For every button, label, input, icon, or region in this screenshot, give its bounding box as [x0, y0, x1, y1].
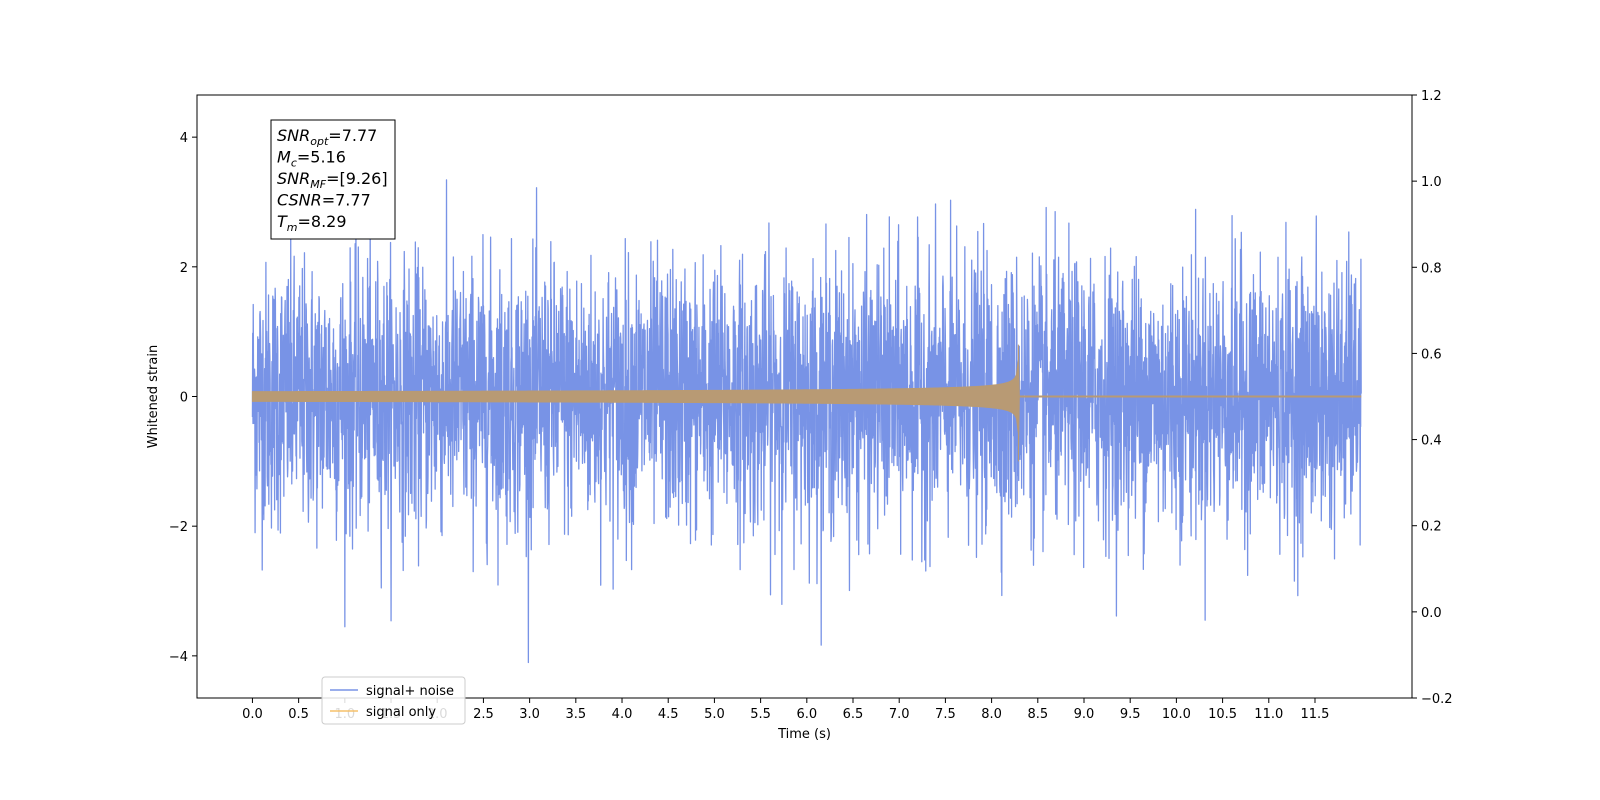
legend-frame — [321, 676, 466, 725]
x-tick-label: 8.5 — [1027, 707, 1048, 722]
y-axis-label: Whitened strain — [146, 345, 161, 448]
y2-tick-label: 0.6 — [1421, 347, 1442, 362]
y-tick-label: −2 — [169, 520, 188, 535]
signal-series — [251, 344, 1362, 462]
y2-tick-label: 0.0 — [1421, 606, 1442, 621]
annotation-line: SNRMF=[9.26] — [277, 169, 388, 191]
signal-envelope — [251, 344, 1020, 462]
x-tick-label: 6.5 — [843, 707, 864, 722]
x-tick-label: 4.0 — [612, 707, 633, 722]
y-axis: 4 2 0 −2 −4 — [169, 131, 197, 665]
annotation-line: Tm=8.29 — [277, 212, 347, 234]
noise-line — [251, 179, 1362, 664]
y2-tick-label: 1.2 — [1421, 89, 1442, 104]
legend-label: signal+ noise — [366, 684, 454, 699]
x-tick-label: 4.5 — [658, 707, 679, 722]
x-tick-label: 5.0 — [704, 707, 725, 722]
x-tick-label: 0.5 — [288, 707, 309, 722]
legend-label: signal only — [366, 705, 436, 720]
x-tick-label: 3.5 — [565, 707, 586, 722]
y-tick-label: 0 — [180, 391, 188, 406]
legend: signal+ noise signal only — [321, 676, 466, 725]
annotation-line: SNRopt=7.77 — [277, 126, 377, 148]
x-tick-label: 11.0 — [1254, 707, 1283, 722]
x-tick-label: 6.0 — [796, 707, 817, 722]
y2-tick-label: −0.2 — [1421, 692, 1453, 707]
y2-tick-label: 0.8 — [1421, 261, 1442, 276]
x-tick-label: 5.5 — [750, 707, 771, 722]
annotation-line: CSNR=7.77 — [277, 191, 371, 210]
x-tick-label: 7.0 — [889, 707, 910, 722]
x-tick-label: 3.0 — [519, 707, 540, 722]
annotation-line: Mc=5.16 — [277, 148, 346, 170]
x-tick-label: 2.5 — [473, 707, 494, 722]
noise-series — [251, 179, 1362, 664]
y2-axis: 1.2 1.0 0.8 0.6 0.4 0.2 0.0 −0.2 — [1412, 89, 1453, 707]
x-tick-label: 9.5 — [1120, 707, 1141, 722]
y2-tick-label: 0.4 — [1421, 434, 1442, 449]
x-axis-label: Time (s) — [777, 727, 831, 742]
x-tick-label: 10.5 — [1208, 707, 1237, 722]
y2-tick-label: 1.0 — [1421, 175, 1442, 190]
y-tick-label: 2 — [180, 261, 188, 276]
x-tick-label: 0.0 — [242, 707, 263, 722]
y-tick-label: −4 — [169, 650, 188, 665]
x-tick-label: 8.0 — [981, 707, 1002, 722]
x-tick-label: 9.0 — [1074, 707, 1095, 722]
annotation-frame — [270, 119, 396, 240]
x-tick-label: 11.5 — [1301, 707, 1330, 722]
y2-tick-label: 0.2 — [1421, 520, 1442, 535]
y-tick-label: 4 — [180, 131, 188, 146]
x-tick-label: 10.0 — [1162, 707, 1191, 722]
x-tick-label: 7.5 — [935, 707, 956, 722]
